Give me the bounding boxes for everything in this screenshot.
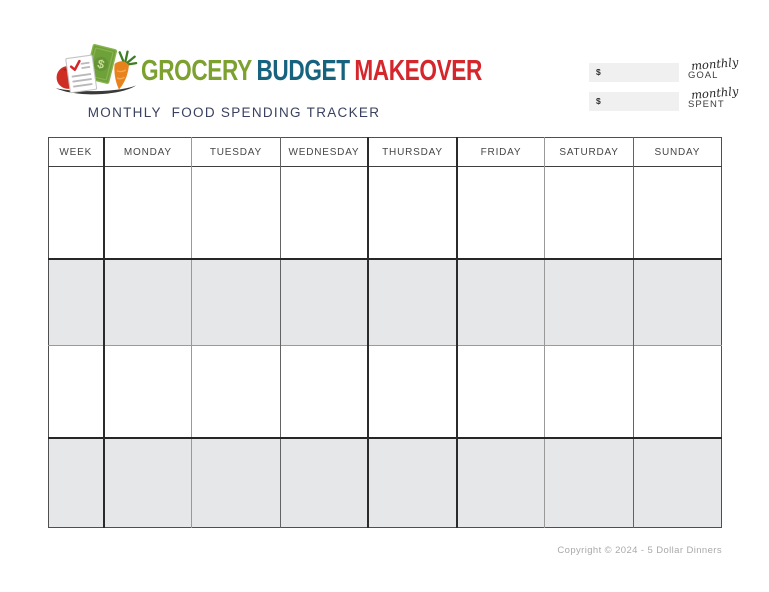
copyright-text: Copyright © 2024 - 5 Dollar Dinners (557, 545, 722, 556)
spend-cell-monday[interactable] (102, 257, 192, 346)
logo-icon: $ (55, 44, 138, 95)
spend-cell-thursday[interactable] (367, 257, 457, 346)
column-header-tuesday: TUESDAY (191, 137, 281, 167)
week-row-3 (48, 345, 722, 438)
week-cell[interactable] (48, 257, 104, 346)
brand-block: $ (53, 42, 482, 120)
spend-cell-sunday[interactable] (632, 257, 722, 346)
header-row: WEEK MONDAY TUESDAY WEDNESDAY THURSDAY FRIDAY… (48, 137, 722, 167)
currency-symbol: $ (596, 67, 601, 77)
spend-cell-wednesday[interactable] (279, 166, 369, 259)
spend-cell-friday[interactable] (455, 436, 545, 528)
monthly-spent-label: SPENT monthly (688, 84, 739, 112)
column-header-thursday: THURSDAY (367, 137, 457, 167)
spend-cell-friday[interactable] (455, 257, 545, 346)
logo-word-grocery: GROCERY (141, 54, 252, 87)
spend-cell-thursday[interactable] (367, 345, 457, 438)
spend-cell-sunday[interactable] (632, 166, 722, 259)
goal-label-script: monthly (690, 54, 739, 74)
week-row-1 (48, 166, 722, 259)
week-cell[interactable] (48, 345, 104, 438)
svg-text:$: $ (96, 57, 106, 72)
spend-cell-saturday[interactable] (544, 345, 634, 438)
monthly-goal-row: $ GOAL monthly (589, 55, 739, 83)
spend-cell-saturday[interactable] (544, 166, 634, 259)
summary-block: $ GOAL monthly $ SPENT monthly (589, 55, 739, 119)
monthly-spent-field[interactable]: $ (589, 91, 679, 111)
week-row-4 (48, 436, 722, 528)
carrot-greens (118, 50, 138, 66)
spend-cell-wednesday[interactable] (279, 257, 369, 346)
spend-cell-monday[interactable] (102, 345, 192, 438)
logo-word-budget: BUDGET (256, 54, 350, 87)
spent-label-caps: SPENT (688, 99, 725, 110)
spend-cell-tuesday[interactable] (191, 345, 281, 438)
logo-word-makeover: MAKEOVER (354, 54, 482, 87)
spend-cell-saturday[interactable] (544, 257, 634, 346)
column-header-friday: FRIDAY (455, 137, 545, 167)
spend-cell-tuesday[interactable] (191, 257, 281, 346)
spend-cell-thursday[interactable] (367, 166, 457, 259)
currency-symbol: $ (596, 96, 601, 106)
week-row-2 (48, 257, 722, 346)
column-header-wednesday: WEDNESDAY (279, 137, 369, 167)
week-cell[interactable] (48, 436, 104, 528)
logo-row: $ (53, 42, 482, 100)
spend-cell-saturday[interactable] (544, 436, 634, 528)
spend-cell-monday[interactable] (102, 436, 192, 528)
spend-cell-monday[interactable] (102, 166, 192, 259)
tracker-table-wrap: WEEK MONDAY TUESDAY WEDNESDAY THURSDAY FRIDAY… (48, 137, 722, 528)
carrot-icon (114, 50, 138, 90)
page-title: MONTHLY FOOD SPENDING TRACKER (87, 105, 381, 120)
checklist-icon (65, 54, 98, 94)
spend-cell-wednesday[interactable] (279, 436, 369, 528)
spend-cell-friday[interactable] (455, 345, 545, 438)
column-header-week: WEEK (48, 137, 104, 167)
column-header-monday: MONDAY (102, 137, 192, 167)
spend-cell-sunday[interactable] (632, 436, 722, 528)
spend-cell-thursday[interactable] (367, 436, 457, 528)
spend-cell-wednesday[interactable] (279, 345, 369, 438)
column-header-saturday: SATURDAY (544, 137, 634, 167)
checkmark-icon (69, 59, 81, 72)
spend-cell-sunday[interactable] (632, 345, 722, 438)
spending-tracker-table: WEEK MONDAY TUESDAY WEDNESDAY THURSDAY FRIDAY… (48, 137, 722, 528)
logo-wordmark: GROCERY BUDGET MAKEOVER (141, 54, 482, 87)
week-cell[interactable] (48, 166, 104, 259)
monthly-spent-row: $ SPENT monthly (589, 84, 739, 112)
column-header-sunday: SUNDAY (632, 137, 722, 167)
spend-cell-tuesday[interactable] (191, 436, 281, 528)
spent-label-script: monthly (690, 83, 739, 103)
spend-cell-tuesday[interactable] (191, 166, 281, 259)
monthly-goal-label: GOAL monthly (688, 55, 739, 83)
goal-label-caps: GOAL (688, 70, 719, 81)
monthly-goal-field[interactable]: $ (589, 62, 679, 82)
spend-cell-friday[interactable] (455, 166, 545, 259)
